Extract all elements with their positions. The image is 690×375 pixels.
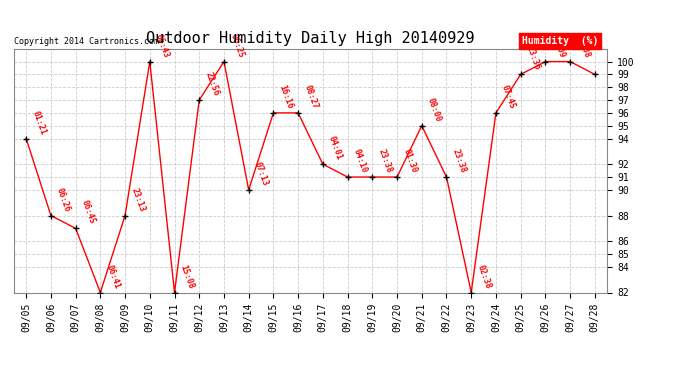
Text: 23:38: 23:38 xyxy=(377,148,393,174)
Text: 07:45: 07:45 xyxy=(500,84,517,110)
Text: 23:13: 23:13 xyxy=(129,186,146,213)
Text: 06:45: 06:45 xyxy=(80,199,97,226)
Text: 04:10: 04:10 xyxy=(352,148,368,174)
Text: 06:41: 06:41 xyxy=(104,263,121,290)
Text: 23:36: 23:36 xyxy=(525,45,542,72)
Text: 23:38: 23:38 xyxy=(451,148,468,174)
Text: 16:16: 16:16 xyxy=(277,84,295,110)
Text: 00:08: 00:08 xyxy=(574,32,591,59)
Text: 04:01: 04:01 xyxy=(327,135,344,161)
Text: 07:13: 07:13 xyxy=(253,160,270,187)
Text: Humidity  (%): Humidity (%) xyxy=(522,36,598,46)
Text: 08:00: 08:00 xyxy=(426,96,443,123)
Text: 22:56: 22:56 xyxy=(204,71,220,97)
Text: Copyright 2014 Cartronics.com: Copyright 2014 Cartronics.com xyxy=(14,38,159,46)
Title: Outdoor Humidity Daily High 20140929: Outdoor Humidity Daily High 20140929 xyxy=(146,31,475,46)
Text: 06:25: 06:25 xyxy=(228,32,245,59)
Text: 15:08: 15:08 xyxy=(179,263,196,290)
Text: 00:09: 00:09 xyxy=(549,32,566,59)
Text: 08:27: 08:27 xyxy=(302,84,319,110)
Text: 01:21: 01:21 xyxy=(30,109,48,136)
Text: 02:38: 02:38 xyxy=(475,263,493,290)
Text: 06:43: 06:43 xyxy=(154,32,171,59)
Text: 01:30: 01:30 xyxy=(401,148,418,174)
Text: 06:26: 06:26 xyxy=(55,186,72,213)
